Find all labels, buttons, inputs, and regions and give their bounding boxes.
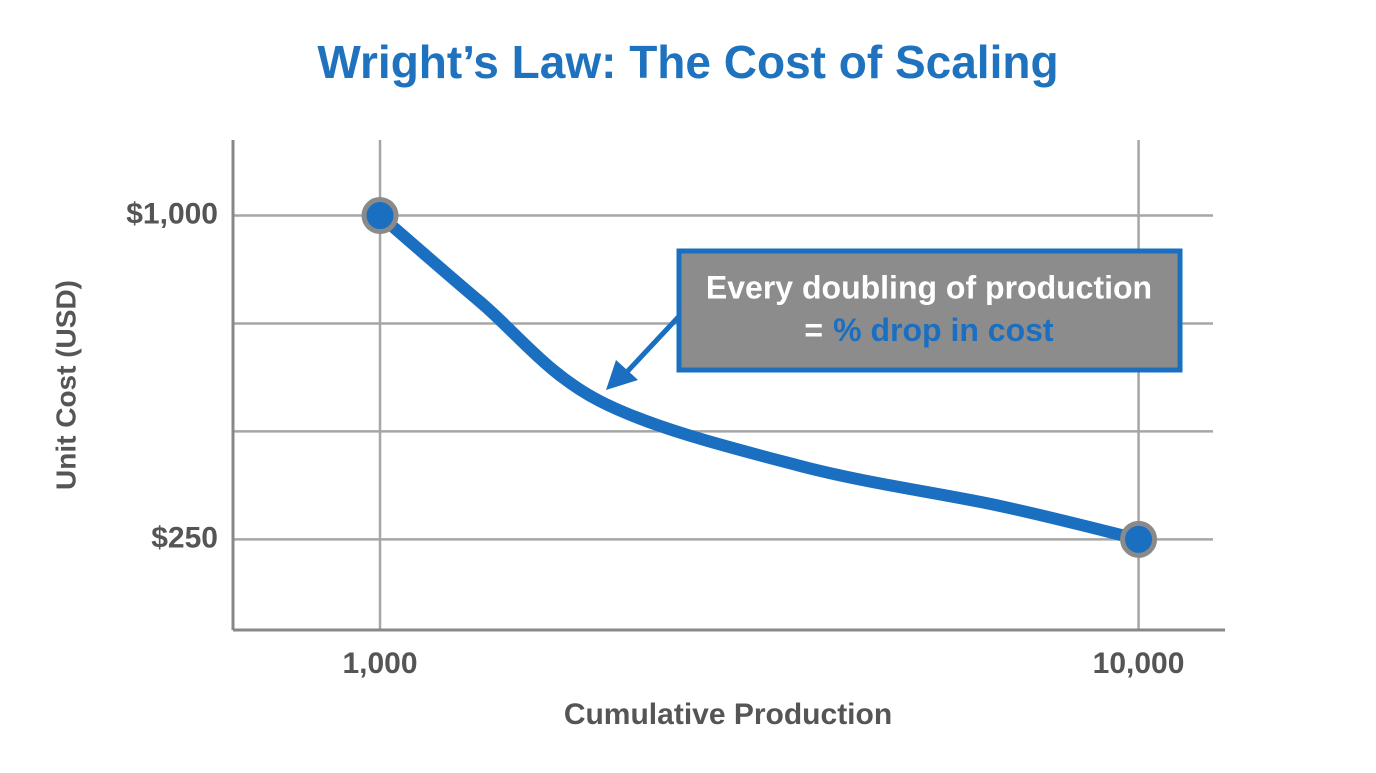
line [374, 209, 1145, 546]
point-marker [361, 197, 399, 235]
x-axis-label: Cumulative Production [564, 698, 892, 731]
annotation-prefix: = [804, 312, 823, 348]
x-tick-label: 1,000 [342, 647, 417, 680]
plot [361, 197, 1158, 558]
y-axis-label: Unit Cost (USD) [50, 280, 81, 490]
annotation-text: Every doubling of production [706, 269, 1152, 305]
y-tick-label: $250 [151, 521, 218, 554]
annotation: Every doubling of production = % drop in … [606, 248, 1183, 390]
x-tick-label: 10,000 [1093, 647, 1185, 680]
y-tick-label: $1,000 [126, 197, 218, 230]
point-marker [1120, 520, 1158, 558]
annotation-box [676, 248, 1183, 373]
annotation-arrowhead [606, 360, 638, 390]
annotation-highlight: % drop in cost [833, 312, 1054, 348]
annotation-arrow [623, 310, 685, 376]
chart-title: Wright’s Law: The Cost of Scaling [317, 36, 1058, 88]
annotation-text: = % drop in cost [804, 312, 1053, 348]
